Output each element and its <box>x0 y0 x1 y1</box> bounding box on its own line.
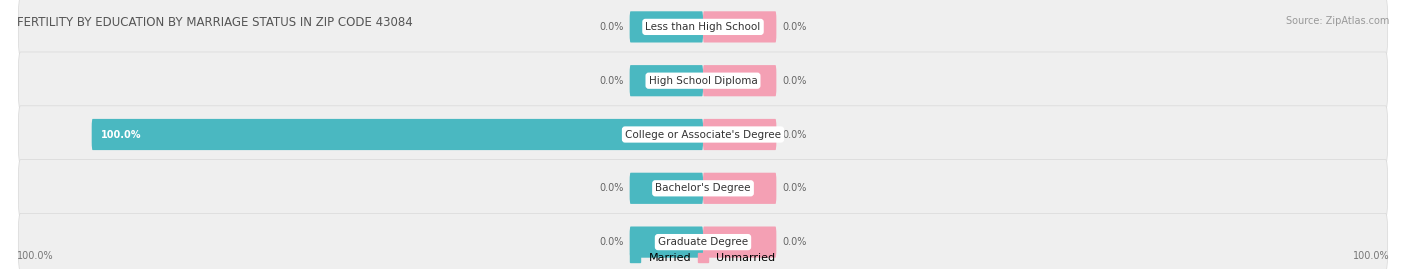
FancyBboxPatch shape <box>630 11 703 43</box>
FancyBboxPatch shape <box>18 160 1388 217</box>
Text: Source: ZipAtlas.com: Source: ZipAtlas.com <box>1285 16 1389 26</box>
Text: Graduate Degree: Graduate Degree <box>658 237 748 247</box>
Text: 0.0%: 0.0% <box>783 22 807 32</box>
Text: 100.0%: 100.0% <box>101 129 142 140</box>
Text: 100.0%: 100.0% <box>1353 251 1389 261</box>
FancyBboxPatch shape <box>703 119 776 150</box>
Text: 0.0%: 0.0% <box>599 183 623 193</box>
Text: 0.0%: 0.0% <box>599 237 623 247</box>
Text: 0.0%: 0.0% <box>783 76 807 86</box>
Text: 0.0%: 0.0% <box>783 129 807 140</box>
Text: College or Associate's Degree: College or Associate's Degree <box>626 129 780 140</box>
FancyBboxPatch shape <box>703 173 776 204</box>
FancyBboxPatch shape <box>703 65 776 96</box>
Text: Bachelor's Degree: Bachelor's Degree <box>655 183 751 193</box>
Text: 0.0%: 0.0% <box>783 183 807 193</box>
Text: Less than High School: Less than High School <box>645 22 761 32</box>
FancyBboxPatch shape <box>630 173 703 204</box>
Text: 0.0%: 0.0% <box>783 237 807 247</box>
Text: High School Diploma: High School Diploma <box>648 76 758 86</box>
FancyBboxPatch shape <box>18 0 1388 56</box>
Legend: Married, Unmarried: Married, Unmarried <box>630 253 776 263</box>
FancyBboxPatch shape <box>703 11 776 43</box>
FancyBboxPatch shape <box>703 226 776 258</box>
Text: FERTILITY BY EDUCATION BY MARRIAGE STATUS IN ZIP CODE 43084: FERTILITY BY EDUCATION BY MARRIAGE STATU… <box>17 16 412 29</box>
FancyBboxPatch shape <box>630 65 703 96</box>
FancyBboxPatch shape <box>18 52 1388 109</box>
Text: 100.0%: 100.0% <box>17 251 53 261</box>
FancyBboxPatch shape <box>91 119 703 150</box>
FancyBboxPatch shape <box>18 213 1388 269</box>
Text: 0.0%: 0.0% <box>599 76 623 86</box>
Text: 0.0%: 0.0% <box>599 22 623 32</box>
FancyBboxPatch shape <box>630 226 703 258</box>
FancyBboxPatch shape <box>18 106 1388 163</box>
